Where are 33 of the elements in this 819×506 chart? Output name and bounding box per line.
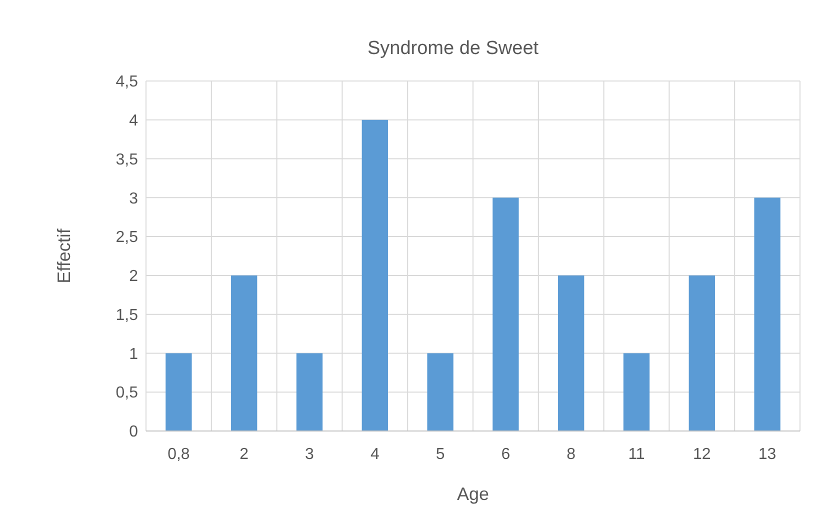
y-axis-title: Effectif	[54, 228, 74, 284]
bar	[166, 353, 192, 431]
bar	[427, 353, 454, 431]
y-tick-label: 2	[129, 268, 138, 286]
x-tick-label: 2	[240, 446, 249, 463]
bar	[558, 275, 584, 431]
y-tick-label: 0	[129, 424, 138, 441]
x-tick-label: 13	[758, 446, 776, 463]
bar	[492, 198, 519, 431]
y-tick-label: 3,5	[116, 151, 138, 168]
y-tick-label: 1	[129, 346, 138, 363]
x-tick-label: 6	[501, 446, 510, 463]
bar	[296, 353, 323, 431]
x-axis-title: Age	[456, 484, 490, 504]
x-tick-label: 5	[436, 446, 445, 463]
y-tick-label: 2,5	[116, 229, 138, 246]
x-tick-label: 4	[370, 446, 380, 463]
y-tick-label: 4	[129, 112, 138, 130]
x-tick-label: 11	[628, 446, 645, 463]
x-tick-label: 3	[305, 446, 314, 463]
y-tick-label: 3	[129, 190, 138, 208]
y-tick-label: 1,5	[116, 306, 138, 324]
x-tick-label: 12	[693, 446, 711, 463]
bar	[623, 353, 650, 431]
bar	[754, 198, 780, 431]
bar	[362, 120, 388, 431]
x-tick-label: 0,8	[168, 446, 190, 463]
bar	[231, 275, 258, 431]
bar	[688, 275, 715, 431]
y-tick-label: 0,5	[116, 384, 138, 402]
chart-title: Syndrome de Sweet	[367, 38, 540, 59]
x-tick-label: 8	[566, 446, 576, 463]
y-tick-label: 4,5	[116, 74, 138, 91]
